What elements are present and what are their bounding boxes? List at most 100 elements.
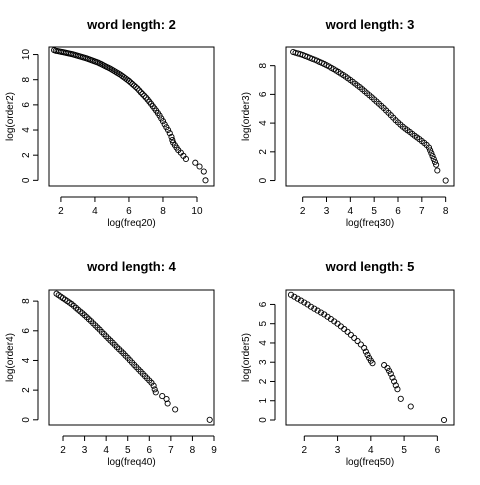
data-point	[397, 395, 404, 402]
data-point	[389, 374, 396, 381]
data-point	[407, 403, 414, 410]
plot-frame	[48, 46, 215, 187]
y-tick-label: 2	[21, 387, 32, 393]
data-point	[165, 126, 172, 134]
data-point	[182, 155, 189, 163]
y-tick-label: 1	[258, 398, 269, 404]
x-tick-label: 5	[125, 445, 131, 456]
data-point	[127, 79, 134, 86]
y-tick-label: 8	[21, 76, 32, 82]
x-tick-label: 7	[419, 206, 425, 217]
chart-title: word length: 3	[325, 17, 415, 32]
y-tick-label: 6	[258, 301, 269, 307]
data-point	[142, 94, 150, 101]
y-tick-label: 0	[258, 417, 269, 423]
x-tick-label: 2	[302, 445, 308, 456]
data-point	[337, 323, 344, 330]
x-tick-label: 5	[401, 445, 407, 456]
data-point	[440, 416, 448, 424]
x-tick-label: 2	[60, 445, 66, 456]
data-point	[287, 291, 295, 298]
plot-frame	[285, 289, 455, 426]
data-point	[163, 395, 170, 403]
data-point	[152, 389, 159, 396]
data-point	[430, 155, 437, 163]
y-tick-label: 2	[258, 149, 269, 155]
chart-title: word length: 5	[325, 259, 415, 274]
data-point	[196, 163, 203, 170]
data-point	[311, 305, 318, 312]
data-point	[159, 393, 166, 400]
y-tick-label: 0	[21, 177, 32, 183]
data-point	[141, 92, 148, 99]
data-point	[431, 158, 438, 165]
data-point	[425, 144, 433, 151]
y-axis-label: log(order3)	[241, 92, 252, 141]
y-tick-label: 2	[21, 152, 32, 158]
x-tick-label: 4	[92, 206, 98, 217]
x-tick-label: 2	[300, 206, 306, 217]
x-tick-label: 4	[103, 445, 109, 456]
data-point	[394, 386, 401, 393]
chart-panel-2: word length: 3 log(freq30) log(order3) 2 3 4 5…	[241, 17, 455, 229]
x-tick-label: 6	[435, 445, 441, 456]
data-point	[139, 90, 146, 98]
y-tick-label: 10	[21, 49, 32, 61]
x-tick-label: 8	[160, 206, 166, 217]
data-point	[202, 177, 209, 184]
x-axis-label: log(freq20)	[107, 218, 155, 229]
y-tick-label: 4	[258, 120, 269, 126]
data-point	[169, 137, 176, 144]
chart-title: word length: 4	[86, 259, 177, 274]
x-tick-label: 4	[368, 445, 374, 456]
chart-panel-4: word length: 5 log(freq50) log(order5) 2 3 4 5…	[241, 259, 455, 468]
data-point	[172, 406, 179, 413]
y-axis-label: log(order2)	[5, 92, 16, 141]
y-tick-label: 6	[21, 328, 32, 334]
y-tick-label: 8	[258, 62, 269, 68]
data-point	[150, 382, 157, 389]
data-point	[125, 77, 132, 85]
x-tick-label: 10	[191, 206, 203, 217]
data-point	[192, 159, 199, 166]
x-tick-label: 9	[211, 445, 217, 456]
data-point	[442, 177, 449, 184]
x-axis-label: log(freq40)	[107, 457, 155, 468]
plot-frame	[48, 289, 215, 426]
y-tick-label: 4	[258, 340, 269, 346]
x-tick-label: 6	[126, 206, 132, 217]
x-axis-label: log(freq30)	[346, 218, 394, 229]
y-tick-label: 0	[258, 177, 269, 183]
data-point	[347, 331, 354, 338]
data-point	[159, 118, 167, 125]
data-point	[206, 416, 213, 423]
data-point	[129, 80, 136, 88]
data-point	[354, 337, 361, 345]
chart-panel-3: word length: 4 log(freq40) log(order4) 2 3 4 5…	[5, 259, 217, 468]
data-point	[294, 295, 301, 302]
chart-panel-1: word length: 2 log(freq20) log(order2) 2 4 6 8…	[5, 17, 215, 229]
data-point	[392, 382, 399, 389]
data-point	[357, 341, 364, 348]
data-point	[434, 167, 441, 174]
data-point	[314, 307, 321, 314]
data-point	[362, 348, 369, 355]
x-tick-label: 3	[335, 445, 341, 456]
y-axis-label: log(order4)	[5, 333, 16, 382]
data-point	[341, 326, 348, 333]
data-point	[369, 360, 376, 367]
data-point	[428, 150, 435, 157]
data-point	[137, 89, 144, 96]
data-point	[151, 386, 158, 393]
x-tick-label: 8	[190, 445, 196, 456]
data-point	[200, 168, 207, 175]
y-tick-label: 6	[21, 102, 32, 108]
data-point	[391, 378, 398, 385]
data-point	[361, 344, 368, 352]
data-point	[387, 370, 394, 377]
data-point	[291, 293, 298, 300]
x-tick-label: 3	[82, 445, 88, 456]
x-tick-label: 2	[58, 206, 64, 217]
data-point	[131, 82, 138, 89]
